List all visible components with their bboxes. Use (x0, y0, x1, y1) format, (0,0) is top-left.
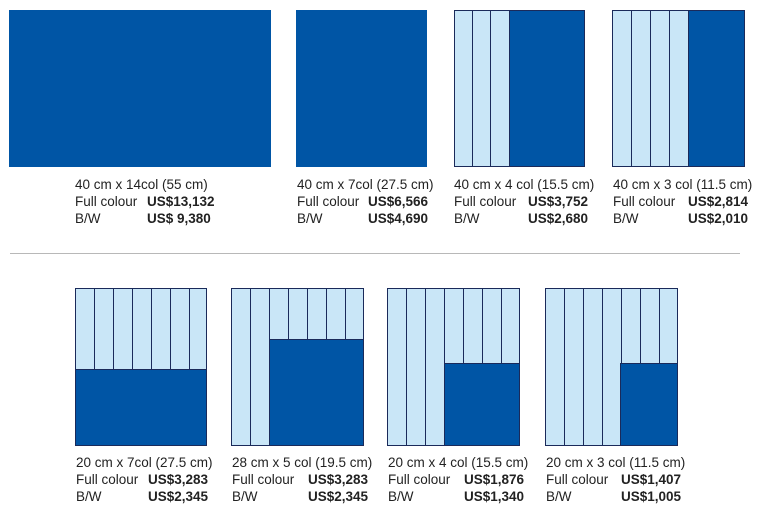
colour-label: Full colour (546, 472, 609, 487)
bw-price: US$4,690 (368, 211, 429, 226)
rate-caption: 20 cm x 7col (27.5 cm) Full colour US$3,2… (76, 454, 221, 505)
bw-label: B/W (297, 211, 323, 226)
page-column (632, 11, 651, 166)
ad-block (269, 339, 363, 445)
ad-diagram-20x4col (387, 288, 520, 446)
page-column (388, 289, 407, 445)
colour-price: US$2,814 (688, 194, 749, 209)
rate-caption: 28 cm x 5 col (19.5 cm) Full colour US$3,… (232, 454, 377, 505)
rate-caption: 20 cm x 4 col (15.5 cm) Full colour US$1,… (388, 454, 533, 505)
ad-diagram-40x14col (9, 10, 271, 167)
ad-diagram-40x7col (296, 10, 427, 167)
bw-price: US$2,345 (148, 489, 209, 504)
ad-block (444, 363, 519, 445)
colour-price: US$1,407 (621, 472, 682, 487)
ad-diagram-20x3col (545, 288, 678, 446)
colour-label: Full colour (297, 194, 360, 209)
colour-price: US$13,132 (147, 194, 215, 209)
colour-label: Full colour (388, 472, 451, 487)
bw-price: US$2,345 (308, 489, 369, 504)
rate-caption: 40 cm x 14col (55 cm) Full colour US$13,1… (75, 176, 220, 227)
bw-label: B/W (232, 489, 258, 504)
ad-block (689, 11, 744, 166)
bw-label: B/W (454, 211, 480, 226)
size-label: 40 cm x 3 col (11.5 cm) (613, 177, 753, 192)
bw-price: US$ 9,380 (147, 211, 211, 226)
colour-label: Full colour (454, 194, 517, 209)
page-column (546, 289, 565, 445)
size-label: 20 cm x 4 col (15.5 cm) (388, 455, 529, 470)
ad-block (76, 369, 206, 445)
section-divider (10, 253, 740, 254)
bw-price: US$2,680 (528, 211, 589, 226)
rate-caption: 40 cm x 7col (27.5 cm) Full colour US$6,5… (297, 176, 437, 227)
colour-price: US$3,283 (308, 472, 369, 487)
size-label: 20 cm x 3 col (11.5 cm) (546, 455, 686, 470)
size-label: 40 cm x 4 col (15.5 cm) (454, 177, 595, 192)
page-column (232, 289, 251, 445)
colour-price: US$3,283 (148, 472, 209, 487)
ad-block (620, 363, 677, 445)
colour-price: US$6,566 (368, 194, 429, 209)
page-column (473, 11, 491, 166)
bw-price: US$1,005 (621, 489, 682, 504)
size-label: 20 cm x 7col (27.5 cm) (76, 455, 213, 470)
rate-caption: 20 cm x 3 col (11.5 cm) Full colour US$1,… (546, 454, 691, 505)
page-column (407, 289, 426, 445)
colour-label: Full colour (76, 472, 139, 487)
page-column (584, 289, 603, 445)
size-label: 28 cm x 5 col (19.5 cm) (232, 455, 373, 470)
ad-diagram-28x5col (231, 288, 364, 446)
bw-label: B/W (613, 211, 639, 226)
page-column (651, 11, 670, 166)
ad-diagram-40x4col (454, 10, 585, 167)
page-column (491, 11, 510, 166)
bw-label: B/W (76, 489, 102, 504)
rate-caption: 40 cm x 3 col (11.5 cm) Full colour US$2,… (613, 176, 758, 227)
page-column (426, 289, 445, 445)
rate-caption: 40 cm x 4 col (15.5 cm) Full colour US$3,… (454, 176, 594, 227)
colour-label: Full colour (75, 194, 138, 209)
size-label: 40 cm x 14col (55 cm) (75, 177, 208, 192)
page-column (565, 289, 584, 445)
ad-block (510, 11, 584, 166)
page-column (455, 11, 473, 166)
page-column (670, 11, 689, 166)
page-column (613, 11, 632, 166)
bw-label: B/W (388, 489, 414, 504)
bw-price: US$1,340 (464, 489, 525, 504)
bw-label: B/W (546, 489, 572, 504)
size-label: 40 cm x 7col (27.5 cm) (297, 177, 434, 192)
colour-price: US$1,876 (464, 472, 525, 487)
bw-price: US$2,010 (688, 211, 749, 226)
bw-label: B/W (75, 211, 101, 226)
page-column (251, 289, 270, 445)
colour-label: Full colour (613, 194, 676, 209)
ad-diagram-20x7col (75, 288, 207, 446)
ad-diagram-40x3col (612, 10, 745, 167)
colour-label: Full colour (232, 472, 295, 487)
colour-price: US$3,752 (528, 194, 589, 209)
